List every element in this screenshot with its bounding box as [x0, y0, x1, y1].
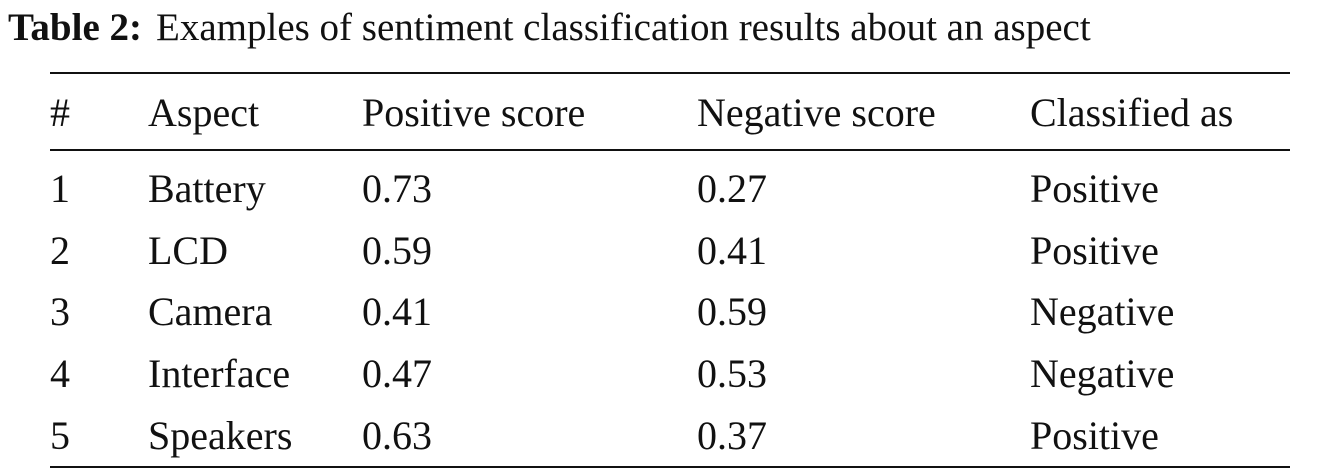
table-cell: Interface [148, 351, 291, 397]
table-cell: 0.53 [697, 351, 767, 397]
table-cell: 0.47 [362, 351, 432, 397]
table-cell: 0.27 [697, 166, 767, 211]
table-cell: 0.41 [362, 289, 432, 335]
table-cell: 1 [50, 166, 70, 211]
caption-text: Examples of sentiment classification res… [156, 6, 1091, 49]
table-cell: Positive [1030, 166, 1159, 211]
table-cell: Positive [1030, 412, 1159, 458]
table-cell: 2 [50, 227, 70, 273]
header-cell: Classified as [1030, 90, 1234, 135]
table-cell: 0.63 [362, 412, 432, 458]
caption-label: Table 2: [8, 6, 143, 49]
mid-rule [50, 149, 1290, 151]
table-cell: Battery [148, 166, 266, 211]
header-cell: Aspect [148, 90, 260, 135]
table-cell: 3 [50, 289, 70, 335]
table-cell: 0.41 [697, 227, 767, 273]
table-cell: 0.73 [362, 166, 432, 211]
header-cell: Positive score [362, 90, 586, 135]
table-cell: 5 [50, 412, 70, 458]
table-cell: 0.59 [697, 289, 767, 335]
table-cell: 4 [50, 351, 70, 397]
header-cell: Negative score [697, 90, 936, 135]
header-cell: # [50, 90, 70, 135]
top-rule [50, 72, 1290, 74]
table-cell: Speakers [148, 412, 293, 458]
table-cell: LCD [148, 227, 228, 273]
table-cell: 0.37 [697, 412, 767, 458]
table-caption: Table 2: Examples of sentiment classifica… [8, 4, 1091, 52]
table-cell: 0.59 [362, 227, 432, 273]
table-cell: Camera [148, 289, 273, 335]
table-cell: Negative [1030, 289, 1175, 335]
table-cell: Negative [1030, 351, 1175, 397]
table-cell: Positive [1030, 227, 1159, 273]
bottom-rule [50, 466, 1290, 468]
